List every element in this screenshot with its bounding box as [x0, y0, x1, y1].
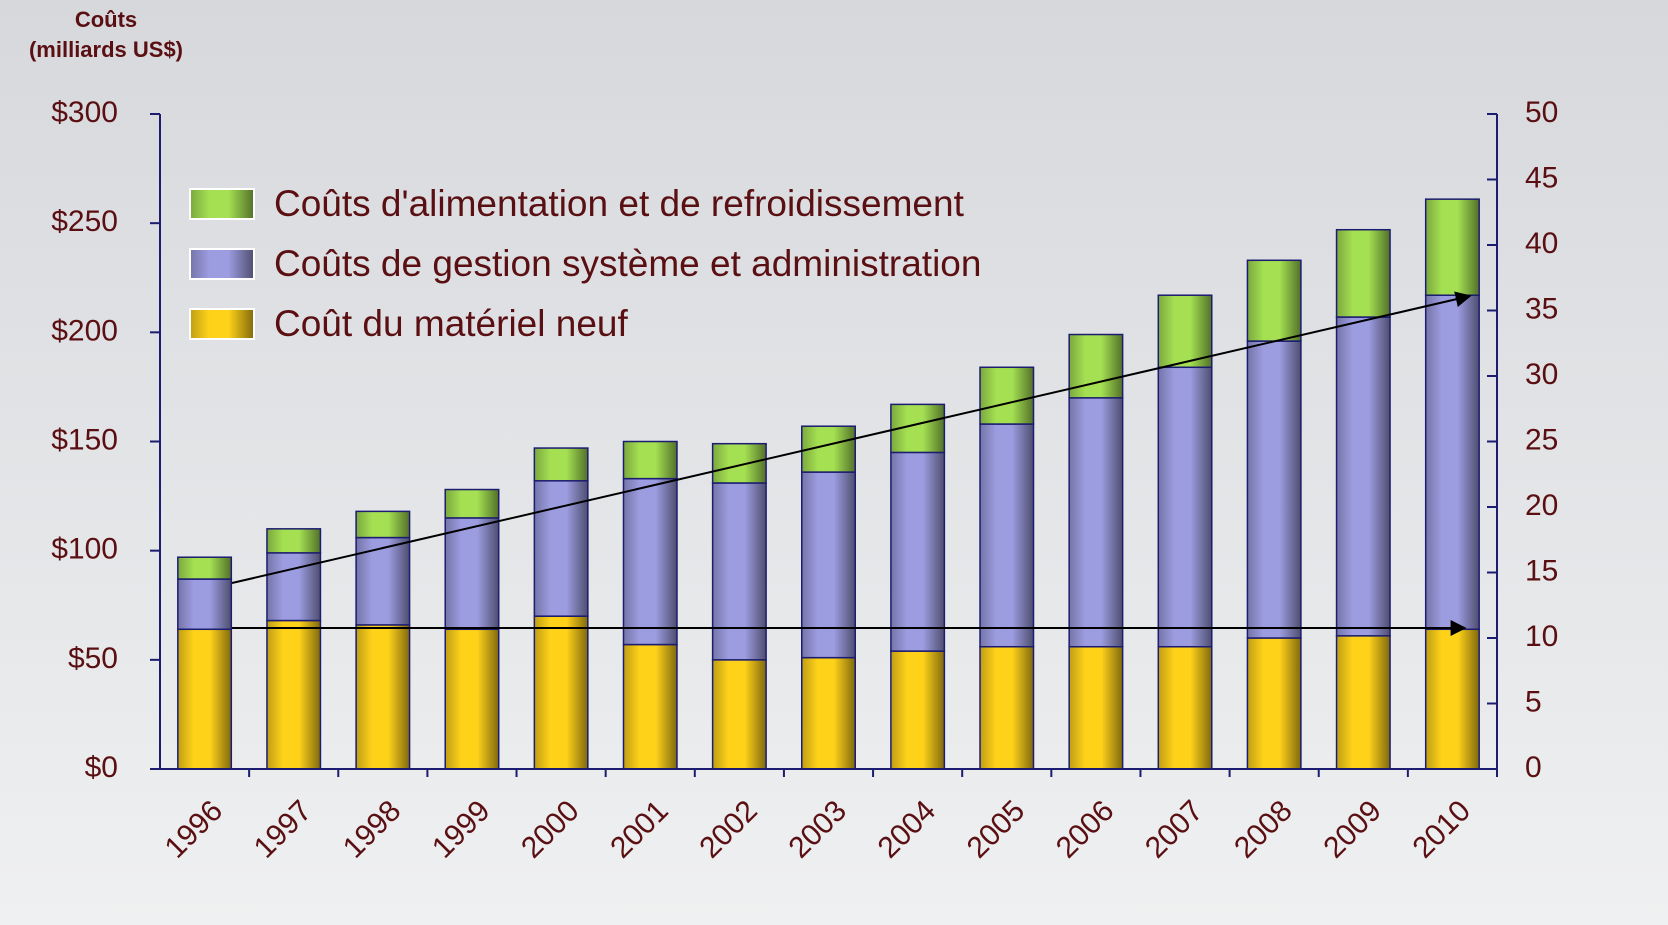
- bar-segment: [1157, 366, 1213, 648]
- bar-segment: [1157, 294, 1213, 369]
- bar-segment: [1157, 645, 1213, 770]
- y2-tick-label: 0: [1525, 751, 1542, 784]
- bar-segment: [1068, 397, 1124, 648]
- bar-segment: [711, 442, 767, 484]
- y-axis-label: Coûts: [75, 7, 137, 32]
- y-tick-label: $300: [51, 96, 118, 129]
- y2-tick-label: 25: [1525, 423, 1558, 456]
- bar-segment: [355, 536, 411, 626]
- bar-segment: [266, 619, 322, 770]
- bar-segment: [266, 528, 322, 554]
- y-tick-label: $200: [51, 314, 118, 347]
- bar-segment: [622, 643, 678, 770]
- bar-segment: [1335, 228, 1391, 318]
- bar-segment: [1068, 333, 1124, 399]
- bar-segment: [1068, 645, 1124, 770]
- bar-segment: [355, 510, 411, 539]
- y2-tick-label: 50: [1525, 96, 1558, 129]
- y2-tick-label: 10: [1525, 620, 1558, 653]
- legend-label: Coûts d'alimentation et de refroidisseme…: [274, 183, 965, 224]
- y-tick-label: $150: [51, 423, 118, 456]
- bar-segment: [890, 451, 946, 652]
- bar-segment: [979, 423, 1035, 648]
- bar-segment: [1246, 340, 1302, 639]
- y-tick-label: $50: [68, 642, 118, 675]
- bar-segment: [177, 578, 233, 631]
- bar-segment: [533, 480, 589, 617]
- y2-tick-label: 30: [1525, 358, 1558, 391]
- y2-tick-label: 40: [1525, 227, 1558, 260]
- bar-segment: [1335, 316, 1391, 637]
- bar-segment: [1246, 637, 1302, 770]
- y-tick-label: $0: [85, 751, 118, 784]
- bar-segment: [979, 366, 1035, 425]
- y-tick-label: $100: [51, 533, 118, 566]
- bar-segment: [1246, 259, 1302, 342]
- bar-segment: [1424, 628, 1480, 770]
- bar-segment: [890, 650, 946, 770]
- y-tick-label: $250: [51, 205, 118, 238]
- bar-segment: [444, 517, 500, 631]
- legend-swatch: [189, 308, 255, 340]
- bar-segment: [355, 624, 411, 770]
- y-axis-label: (milliards US$): [29, 37, 183, 62]
- bar-segment: [711, 482, 767, 661]
- legend-swatch: [189, 248, 255, 280]
- bar-segment: [622, 477, 678, 646]
- bar-segment: [711, 659, 767, 770]
- legend-label: Coûts de gestion système et administrati…: [274, 243, 981, 284]
- bar-segment: [444, 488, 500, 519]
- bar-segment: [979, 645, 1035, 770]
- bar-segment: [1335, 635, 1391, 770]
- bar-segment: [801, 656, 856, 770]
- y2-tick-label: 35: [1525, 292, 1558, 325]
- bar-segment: [444, 628, 500, 770]
- legend-label: Coût du matériel neuf: [274, 303, 628, 344]
- bar-segment: [1424, 198, 1480, 296]
- bar-segment: [801, 471, 856, 659]
- trend-arrow: [231, 291, 1472, 584]
- y2-tick-label: 20: [1525, 489, 1558, 522]
- bar-segment: [266, 552, 322, 622]
- bar-segment: [533, 447, 589, 482]
- legend-swatch: [189, 188, 255, 220]
- bar-segment: [622, 440, 678, 480]
- bar-segment: [177, 628, 233, 770]
- y2-tick-label: 5: [1525, 685, 1542, 718]
- bar-segment: [533, 615, 589, 770]
- y2-tick-label: 15: [1525, 554, 1558, 587]
- bar-segment: [177, 556, 233, 580]
- y2-tick-label: 45: [1525, 161, 1558, 194]
- bar-segment: [1424, 294, 1480, 631]
